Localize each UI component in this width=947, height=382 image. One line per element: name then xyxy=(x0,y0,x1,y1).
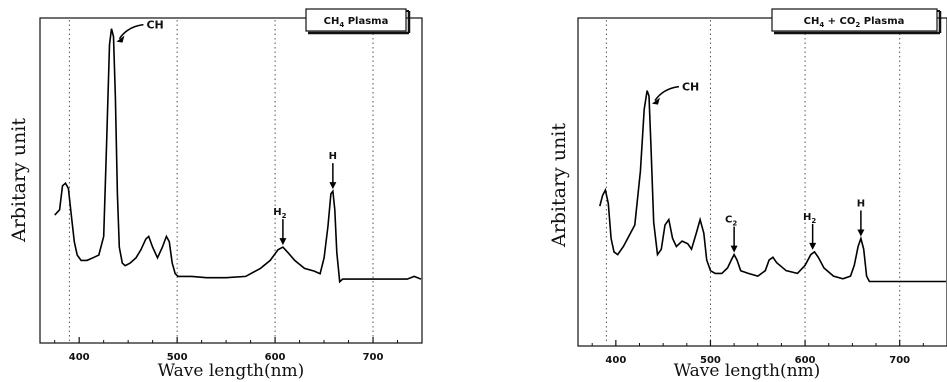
svg-text:CH4 + CO2 Plasma: CH4 + CO2 Plasma xyxy=(804,16,905,29)
legend-text-rest: Plasma xyxy=(860,16,904,27)
legend-subscript: 4 xyxy=(819,21,824,29)
legend-text: CH xyxy=(804,16,820,27)
spectrum-line xyxy=(54,28,422,284)
x-tick-label: 500 xyxy=(700,355,721,366)
x-axis-label: Wave length(nm) xyxy=(674,361,821,381)
x-axis-label: Wave length(nm) xyxy=(158,361,305,381)
annotation-label: CH xyxy=(682,81,699,94)
x-tick-label: 400 xyxy=(605,355,626,366)
annotation-label: H xyxy=(329,151,337,162)
y-axis-label: Arbitary unit xyxy=(548,123,570,248)
annotation-label: C2 xyxy=(725,215,737,228)
annotation-arrowhead xyxy=(279,238,287,246)
plot-frame xyxy=(39,17,423,344)
legend-box: CH4 + CO2 Plasma xyxy=(771,8,942,35)
annotation-arrowhead xyxy=(809,242,817,250)
annotation-label: H2 xyxy=(273,207,286,220)
plot-frame xyxy=(577,17,947,347)
annotation-arrowhead xyxy=(857,229,865,237)
x-tick-label: 400 xyxy=(69,352,90,363)
annotation-label: CH xyxy=(146,19,163,32)
x-tick-label: 700 xyxy=(363,352,384,363)
svg-text:CH4 Plasma: CH4 Plasma xyxy=(324,16,389,29)
legend-text: CH xyxy=(324,16,340,27)
legend-subscript: 4 xyxy=(339,21,344,29)
annotation-arrowhead xyxy=(651,97,660,105)
annotation-pointer xyxy=(654,85,680,102)
x-tick-label: 600 xyxy=(795,355,816,366)
legend-box: CH4 Plasma xyxy=(305,8,411,35)
x-tick-label: 700 xyxy=(889,355,910,366)
x-tick-label: 500 xyxy=(167,352,188,363)
annotation-pointer xyxy=(118,23,144,40)
y-axis-label: Arbitary unit xyxy=(8,118,30,243)
x-tick-label: 600 xyxy=(265,352,286,363)
annotation-arrowhead xyxy=(116,35,125,43)
legend-subscript-2: 2 xyxy=(855,21,860,29)
annotation-arrowhead xyxy=(730,245,738,253)
annotation-label: H xyxy=(857,198,865,209)
annotation-arrowhead xyxy=(329,182,337,190)
legend-text-mid: + CO xyxy=(824,16,855,27)
legend-text-rest: Plasma xyxy=(344,16,388,27)
spectrum-line xyxy=(599,90,946,283)
annotation-label: H2 xyxy=(803,212,816,225)
